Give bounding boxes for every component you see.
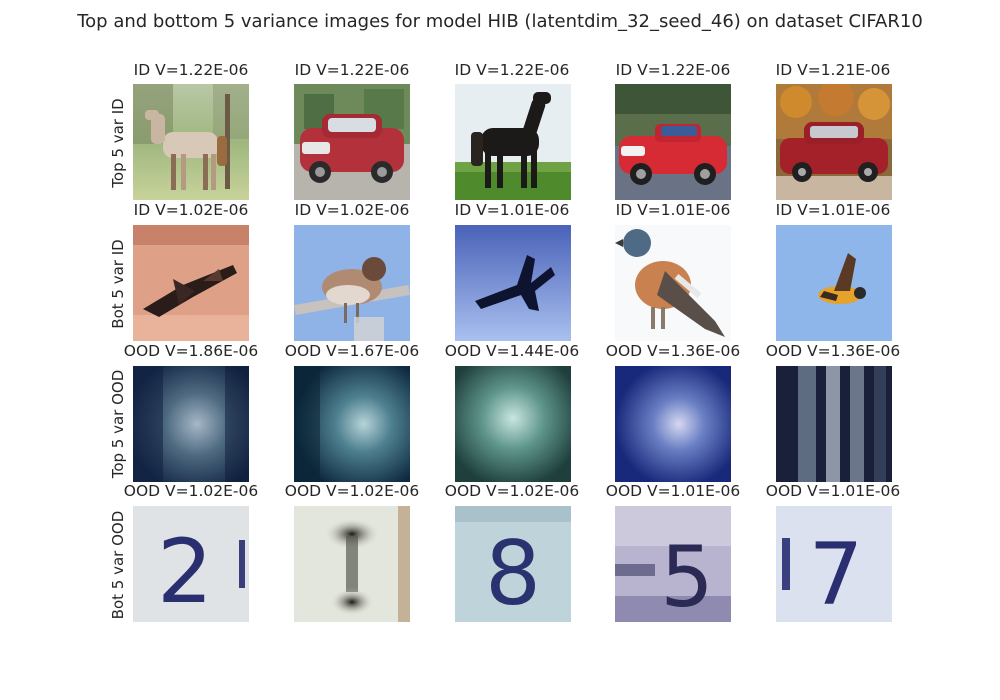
thumbnail-aircraft-ground [133, 225, 249, 341]
tile-caption: OOD V=1.36E-06 [765, 342, 901, 360]
thumbnail-horse-white [133, 84, 249, 200]
tile-caption: ID V=1.22E-06 [615, 61, 731, 79]
thumbnail-blurry-blue [615, 366, 731, 482]
svg-text:5: 5 [660, 528, 713, 622]
tile-caption: ID V=1.02E-06 [294, 201, 410, 219]
thumbnail-blurry-green-teal [455, 366, 571, 482]
thumbnail-digit-8: 8 [455, 506, 571, 622]
thumbnail-blurry-dark-teal [294, 366, 410, 482]
tile-caption: ID V=1.22E-06 [294, 61, 410, 79]
tile-caption: OOD V=1.01E-06 [605, 482, 741, 500]
thumbnail-dark-blob [294, 506, 410, 622]
tile-caption: OOD V=1.02E-06 [123, 482, 259, 500]
tile-caption: OOD V=1.86E-06 [123, 342, 259, 360]
svg-text:2: 2 [157, 520, 213, 622]
tile-caption: OOD V=1.02E-06 [284, 482, 420, 500]
thumbnail-blurry-dark-blue [133, 366, 249, 482]
tile-caption: ID V=1.22E-06 [133, 61, 249, 79]
thumbnail-red-hatchback [294, 84, 410, 200]
tile-caption: ID V=1.01E-06 [775, 201, 891, 219]
figure-title: Top and bottom 5 variance images for mod… [77, 11, 923, 32]
thumbnail-digit-7: 7 [776, 506, 892, 622]
tile-caption: ID V=1.22E-06 [454, 61, 570, 79]
thumbnail-dark-horse [455, 84, 571, 200]
row-label-top-var-id: Top 5 var ID [109, 98, 127, 188]
tile-caption: OOD V=1.02E-06 [444, 482, 580, 500]
tile-caption: OOD V=1.01E-06 [765, 482, 901, 500]
thumbnail-jet-fighter [455, 225, 571, 341]
tile-caption: ID V=1.02E-06 [133, 201, 249, 219]
thumbnail-sparrow [294, 225, 410, 341]
thumbnail-blurry-striped [776, 366, 892, 482]
svg-text:8: 8 [485, 522, 541, 622]
thumbnail-red-convertible [615, 84, 731, 200]
thumbnail-digit-2: 2 [133, 506, 249, 622]
thumbnail-bird-flying [776, 225, 892, 341]
svg-text:7: 7 [809, 525, 864, 622]
tile-caption: OOD V=1.67E-06 [284, 342, 420, 360]
row-label-bot-var-id: Bot 5 var ID [109, 239, 127, 329]
tile-caption: ID V=1.01E-06 [454, 201, 570, 219]
tile-caption: ID V=1.01E-06 [615, 201, 731, 219]
tile-caption: OOD V=1.44E-06 [444, 342, 580, 360]
row-label-bot-var-ood: Bot 5 var OOD [109, 510, 127, 620]
thumbnail-red-sedan [776, 84, 892, 200]
tile-caption: ID V=1.21E-06 [775, 61, 891, 79]
tile-caption: OOD V=1.36E-06 [605, 342, 741, 360]
thumbnail-digit-5: 5 [615, 506, 731, 622]
row-label-top-var-ood: Top 5 var OOD [109, 369, 127, 479]
thumbnail-finch [615, 225, 731, 341]
